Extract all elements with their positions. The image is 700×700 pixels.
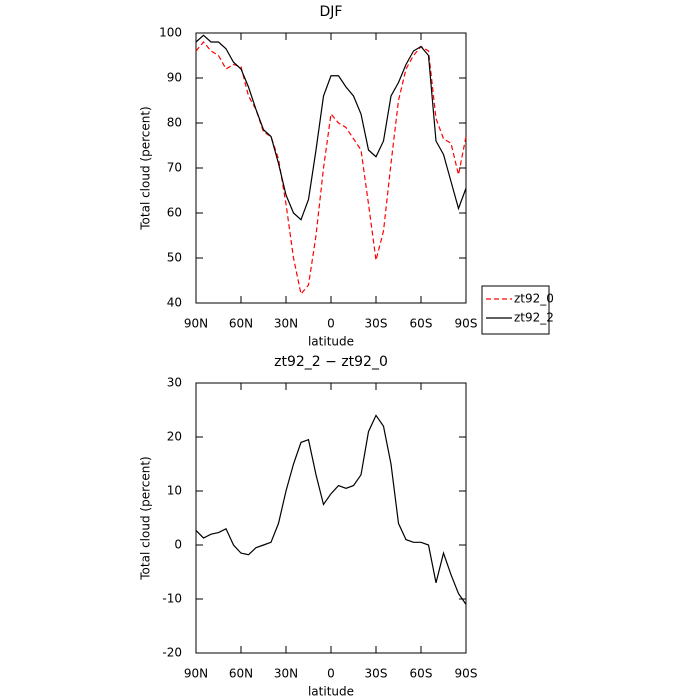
y-tick-label: 20 xyxy=(167,430,182,444)
y-tick-label: 60 xyxy=(167,206,182,220)
x-axis-label: latitude xyxy=(308,335,354,349)
y-tick-label: 30 xyxy=(167,376,182,390)
y-tick-label: 50 xyxy=(167,251,182,265)
plot-frame xyxy=(195,32,467,304)
y-tick-label: 80 xyxy=(167,116,182,130)
x-tick-label: 90S xyxy=(455,667,478,681)
x-tick-label: 90S xyxy=(455,317,478,331)
legend-label: zt92_2 xyxy=(514,311,554,325)
y-tick-label: 90 xyxy=(167,71,182,85)
series-line xyxy=(195,41,467,296)
x-tick-label: 90N xyxy=(184,667,208,681)
y-tick-label: -10 xyxy=(162,592,182,606)
x-tick-label: 30S xyxy=(365,317,388,331)
series-line xyxy=(195,414,467,605)
chart-title: zt92_2 − zt92_0 xyxy=(274,354,388,370)
x-tick-label: 30N xyxy=(274,317,298,331)
y-tick-label: 0 xyxy=(174,538,182,552)
plot-frame xyxy=(195,382,467,654)
x-tick-label: 90N xyxy=(184,317,208,331)
x-axis-label: latitude xyxy=(308,685,354,699)
chart-title: DJF xyxy=(320,4,343,20)
y-tick-label: 100 xyxy=(159,26,182,40)
x-tick-label: 30S xyxy=(365,667,388,681)
y-tick-label: 10 xyxy=(167,484,182,498)
x-tick-label: 60S xyxy=(410,317,433,331)
y-tick-label: -20 xyxy=(162,646,182,660)
x-tick-label: 60N xyxy=(229,317,253,331)
x-tick-label: 60N xyxy=(229,667,253,681)
y-tick-label: 40 xyxy=(167,296,182,310)
y-tick-label: 70 xyxy=(167,161,182,175)
y-axis-label: Total cloud (percent) xyxy=(139,106,153,230)
x-tick-label: 30N xyxy=(274,667,298,681)
x-tick-label: 0 xyxy=(327,667,335,681)
legend-box xyxy=(481,285,550,335)
y-axis-label: Total cloud (percent) xyxy=(139,456,153,580)
legend-label: zt92_0 xyxy=(514,292,554,306)
x-tick-label: 0 xyxy=(327,317,335,331)
series-line xyxy=(195,34,467,221)
x-tick-label: 60S xyxy=(410,667,433,681)
